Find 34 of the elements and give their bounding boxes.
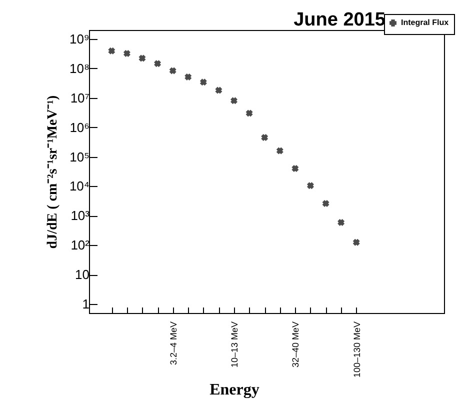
point [292, 165, 298, 172]
y-tick-label: 10⁵ [70, 149, 90, 164]
point [215, 86, 222, 94]
x-tick-label: 10–13 MeV [230, 322, 240, 368]
point [154, 60, 161, 67]
point [338, 219, 344, 226]
point [230, 97, 238, 104]
point [261, 134, 268, 141]
point [322, 200, 330, 207]
y-tick-label: 10 [75, 267, 90, 282]
y-tick-label: 1 [82, 296, 90, 312]
point [307, 182, 314, 189]
y-tick-label: 10² [70, 238, 90, 253]
point [184, 74, 192, 80]
x-axis-title: Energy [210, 382, 260, 399]
point [108, 48, 115, 54]
point [246, 110, 253, 117]
x-tick-label: 3.2–4 MeV [168, 322, 178, 366]
point [138, 54, 146, 62]
legend-label: Integral Flux [401, 18, 450, 27]
point [124, 50, 130, 57]
y-tick-label: 10⁹ [69, 31, 90, 46]
y-tick-label: 10⁶ [70, 120, 90, 135]
y-tick-label: 10⁸ [70, 60, 90, 76]
point [200, 78, 207, 86]
point [170, 67, 176, 74]
x-tick-label: 100–130 MeV [352, 322, 362, 378]
y-tick-label: 10⁴ [69, 178, 90, 194]
x-tick-label: 32–40 MeV [290, 322, 301, 368]
point [276, 147, 284, 154]
y-tick-label: 10⁷ [70, 90, 90, 106]
point [353, 239, 360, 246]
y-tick-label: 10³ [70, 208, 90, 224]
y-axis-title: dJ/dE ( cm⁻²s⁻¹sr⁻¹MeV⁻¹) [45, 94, 60, 249]
